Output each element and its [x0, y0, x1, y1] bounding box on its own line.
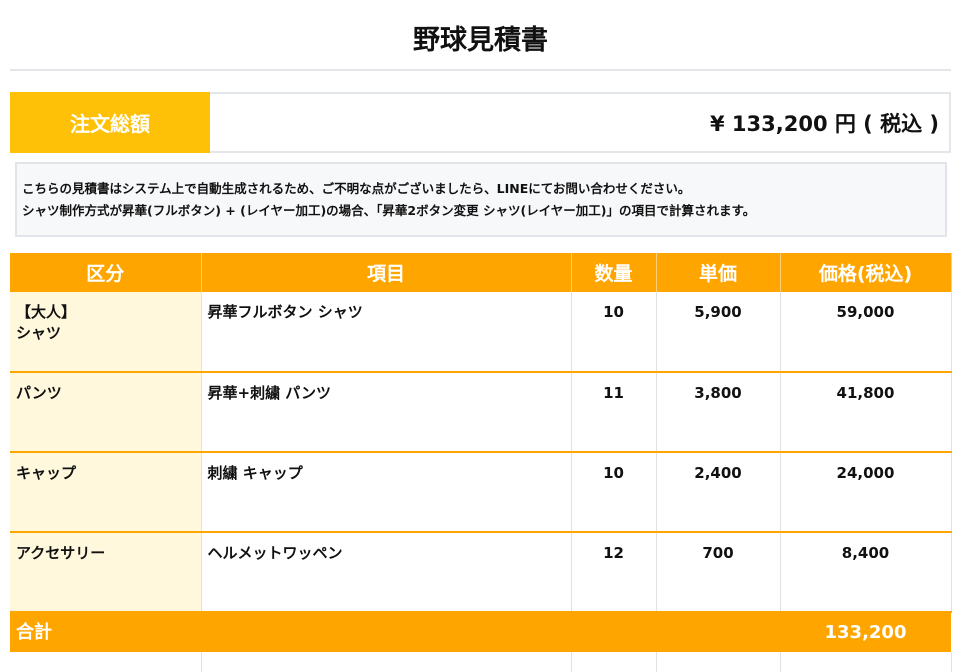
header-unit-price: 単価	[656, 253, 781, 292]
table-row: キャップ 刺繍 キャップ 10 2,400 24,000	[10, 452, 952, 533]
empty-cell	[10, 652, 202, 672]
table-row: アクセサリー ヘルメットワッペン 12 700 8,400	[10, 532, 952, 613]
cell-qty: 10	[571, 452, 657, 533]
header-price: 価格(税込)	[780, 253, 952, 292]
total-label: 合計	[10, 612, 780, 652]
cell-category: アクセサリー	[10, 532, 202, 613]
header-item: 項目	[201, 253, 572, 292]
cell-category: パンツ	[10, 372, 202, 453]
cell-qty: 12	[571, 532, 657, 613]
header-qty: 数量	[571, 253, 657, 292]
notice-line: こちらの見積書はシステム上で自動生成されるため、ご不明な点がございましたら、LI…	[22, 181, 691, 196]
cell-item: ヘルメットワッペン	[201, 532, 572, 613]
empty-cell	[656, 652, 781, 672]
cell-unit: 2,400	[656, 452, 781, 533]
cell-price: 59,000	[780, 292, 952, 373]
table-row: パンツ 昇華+刺繍 パンツ 11 3,800 41,800	[10, 372, 952, 453]
notice-line: シャツ制作方式が昇華(フルボタン) + (レイヤー加工)の場合、「昇華2ボタン変…	[22, 203, 756, 218]
cell-item: 昇華フルボタン シャツ	[201, 292, 572, 373]
order-total-value: ¥ 133,200 円 ( 税込 )	[709, 111, 939, 136]
cell-price: 41,800	[780, 372, 952, 453]
header-category: 区分	[10, 253, 202, 292]
empty-cell	[571, 652, 657, 672]
cell-qty: 10	[571, 292, 657, 373]
divider	[10, 69, 951, 71]
cell-unit: 3,800	[656, 372, 781, 453]
estimate-table: 区分 項目 数量 単価 価格(税込) 【大人】 シャツ 昇華フルボタン シャツ 10…	[10, 253, 952, 672]
cell-item: 刺繍 キャップ	[201, 452, 572, 533]
cell-category: 【大人】 シャツ	[10, 292, 202, 373]
cell-price: 8,400	[780, 532, 952, 613]
cell-price: 24,000	[780, 452, 952, 533]
total-value: 133,200	[780, 612, 951, 652]
table-row: 【大人】 シャツ 昇華フルボタン シャツ 10 5,900 59,000	[10, 292, 952, 373]
cell-unit: 700	[656, 532, 781, 613]
page-title: 野球見積書	[413, 25, 548, 56]
notice-box: こちらの見積書はシステム上で自動生成されるため、ご不明な点がございましたら、LI…	[15, 162, 947, 237]
cell-category: キャップ	[10, 452, 202, 533]
cell-qty: 11	[571, 372, 657, 453]
order-total-box: 注文総額 ¥ 133,200 円 ( 税込 )	[10, 92, 951, 153]
empty-cell	[780, 652, 952, 672]
order-total-label: 注文総額	[10, 92, 210, 153]
empty-row	[10, 652, 952, 672]
total-row: 合計 133,200	[10, 612, 951, 652]
cell-unit: 5,900	[656, 292, 781, 373]
cell-item: 昇華+刺繍 パンツ	[201, 372, 572, 453]
empty-cell	[201, 652, 572, 672]
